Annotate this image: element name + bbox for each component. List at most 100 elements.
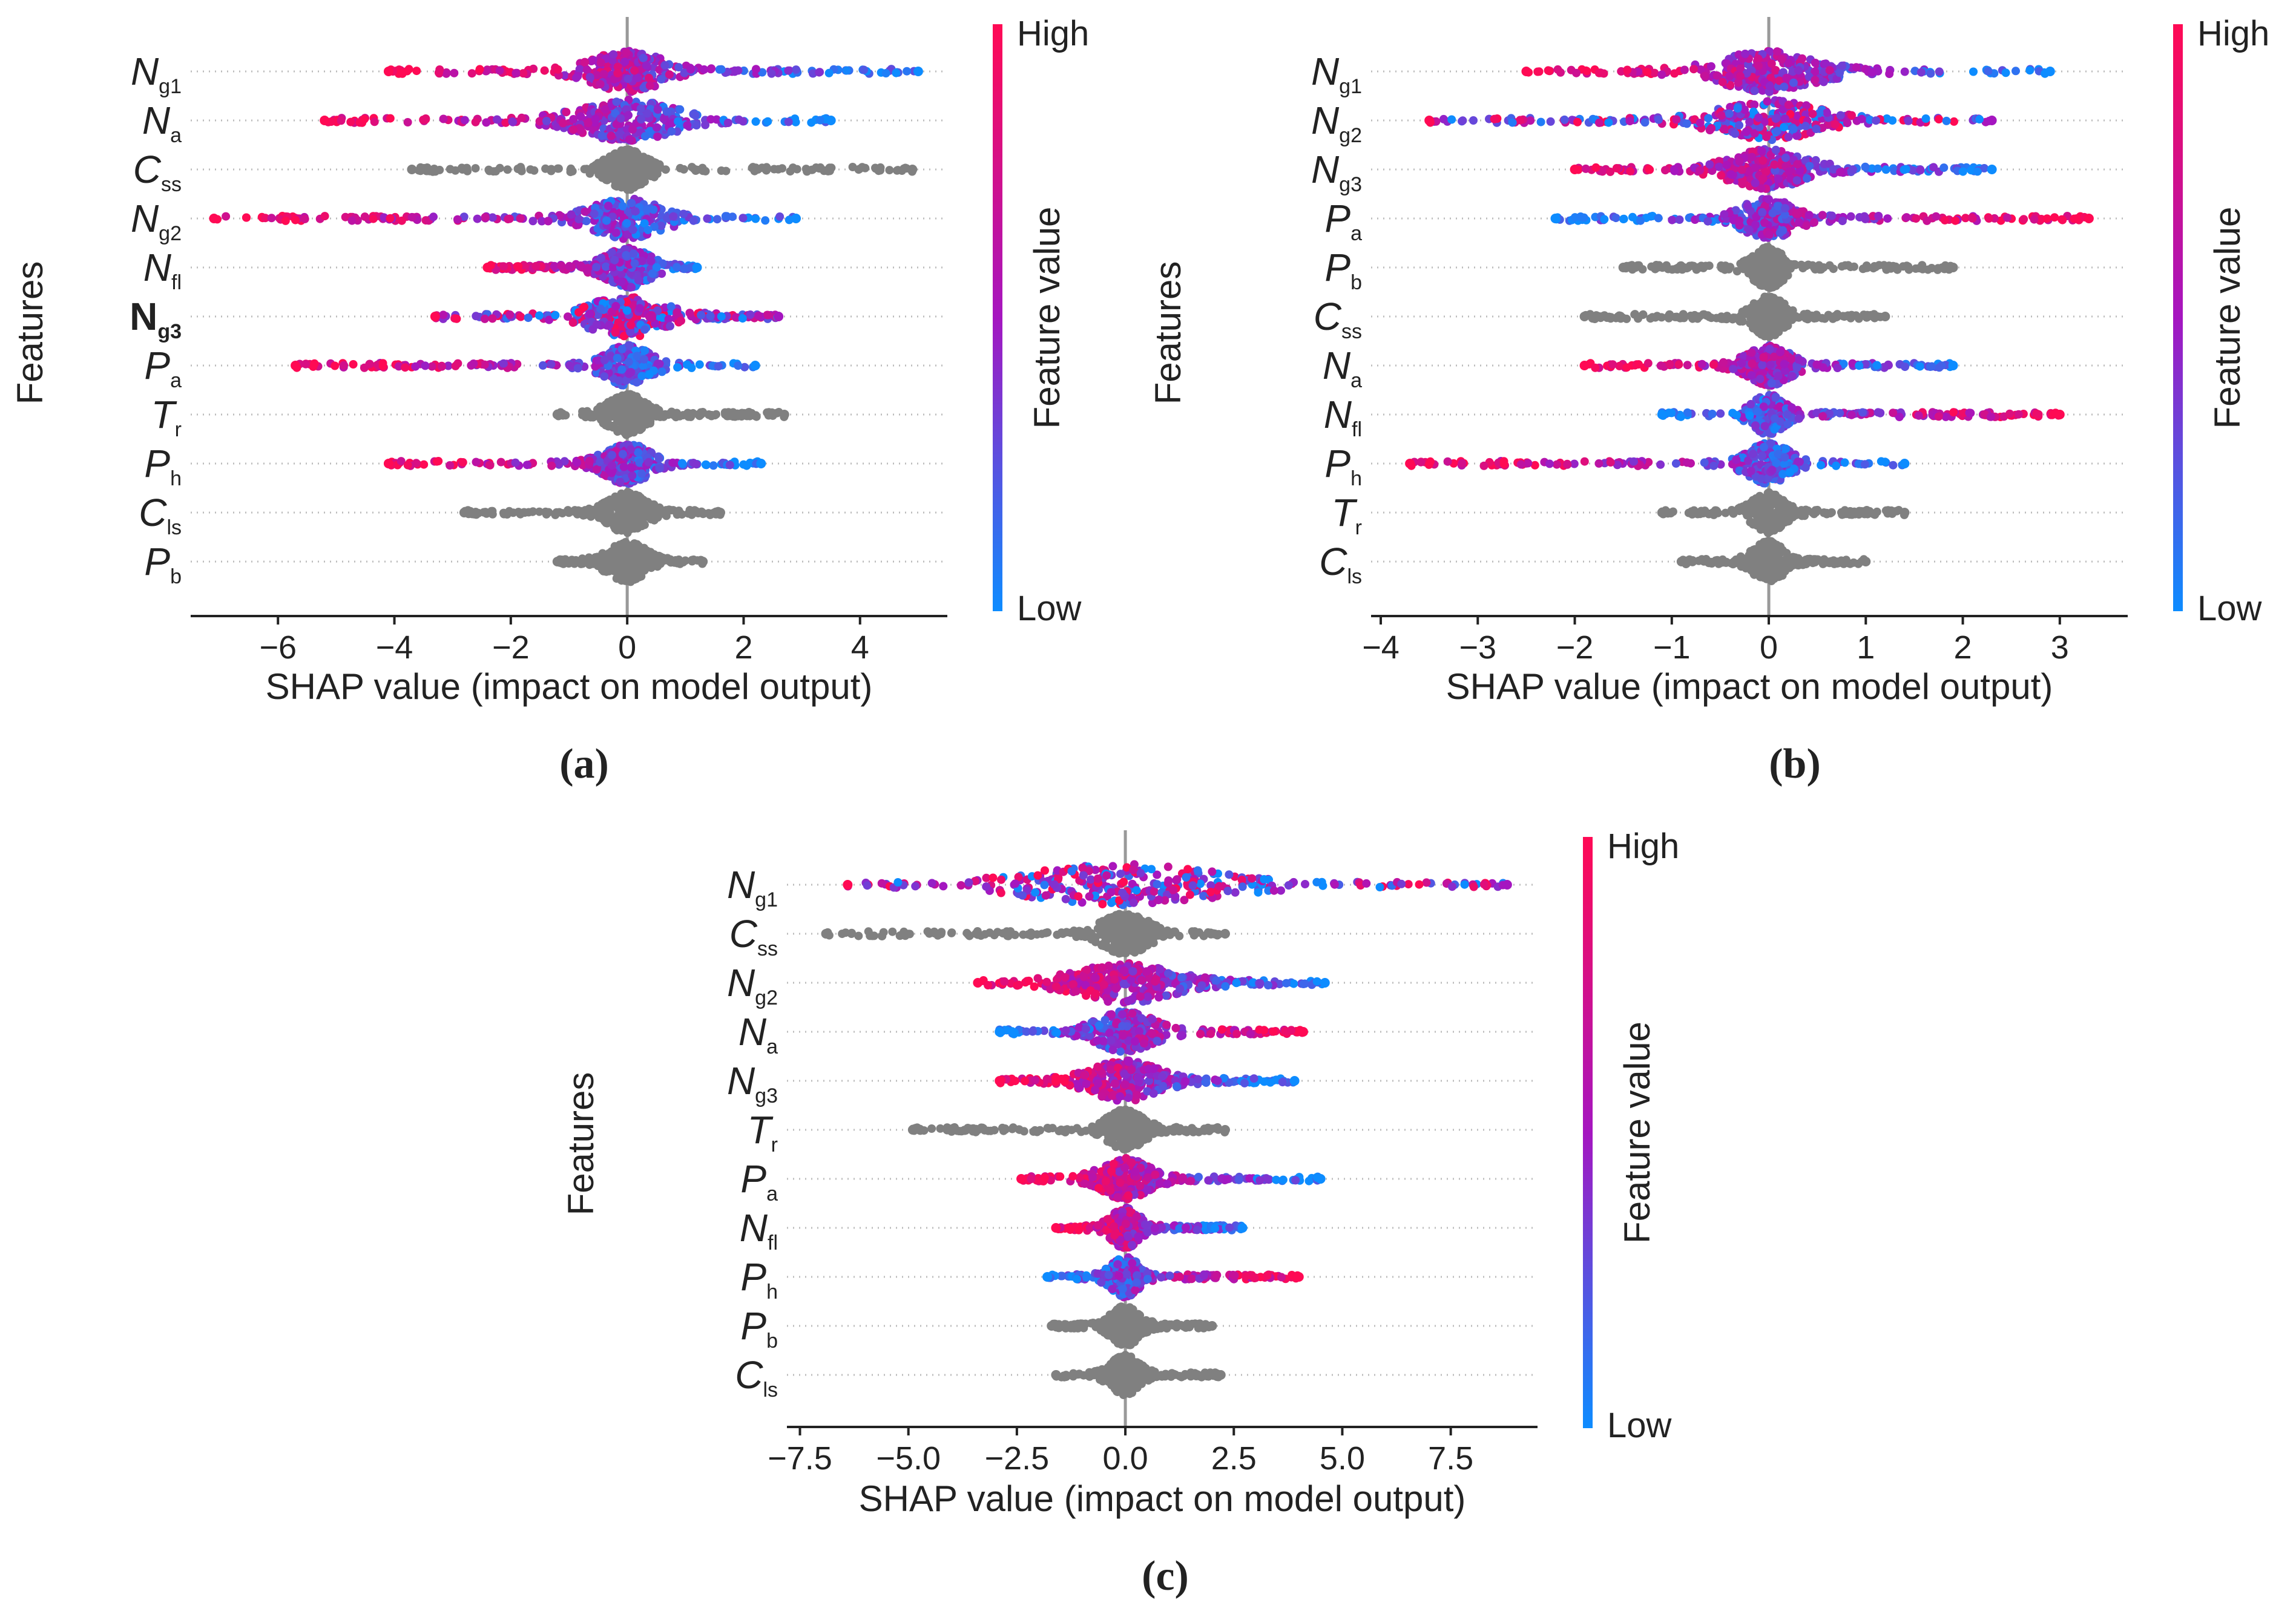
shap-point [1770, 160, 1779, 169]
shap-point [640, 504, 650, 513]
shap-point [617, 426, 626, 435]
shap-point [1758, 156, 1768, 165]
shap-point [738, 117, 748, 126]
shap-point [630, 259, 639, 268]
shap-point [411, 362, 420, 371]
shap-point [281, 216, 290, 225]
shap-point [1836, 168, 1845, 177]
shap-point [607, 131, 616, 140]
shap-point [697, 408, 705, 417]
feature-label-sub: a [1350, 222, 1362, 245]
shap-point [565, 261, 574, 271]
shap-point [646, 257, 656, 266]
shap-point [624, 358, 633, 367]
shap-point [2042, 214, 2051, 223]
shap-point [600, 105, 610, 114]
shap-point [602, 216, 611, 225]
feature-label-base: N [130, 295, 157, 338]
shap-point [600, 372, 609, 381]
shap-point [769, 165, 778, 174]
shap-point [677, 459, 686, 468]
shap-point [475, 65, 484, 74]
shap-point [640, 219, 649, 228]
shap-point [1804, 211, 1814, 220]
shap-point [479, 508, 488, 517]
shap-point [553, 164, 562, 173]
shap-point [1950, 117, 1958, 126]
shap-point [626, 327, 635, 336]
shap-point [792, 65, 801, 74]
shap-point [604, 505, 613, 514]
shap-point [547, 461, 556, 470]
shap-point [516, 214, 525, 223]
shap-point [331, 361, 340, 370]
shap-point [569, 125, 578, 134]
feature-label-base: N [131, 50, 159, 93]
shap-point [582, 165, 591, 174]
shap-point [1700, 71, 1709, 80]
shap-point [1591, 163, 1600, 172]
feature-label-base: P [144, 540, 170, 583]
shap-point [1916, 68, 1926, 77]
shap-point [403, 118, 412, 126]
shap-point [842, 66, 851, 75]
shap-point [2045, 67, 2055, 76]
shap-point [1784, 100, 1793, 110]
shap-point [602, 175, 611, 184]
shap-point [1526, 116, 1535, 125]
shap-point [499, 359, 508, 368]
feature-label-sub: r [175, 418, 182, 441]
shap-point [1774, 174, 1783, 183]
shap-point [535, 311, 544, 320]
shap-point [617, 278, 626, 287]
shap-point [644, 457, 653, 467]
shap-point [674, 63, 683, 72]
shap-point [564, 312, 572, 321]
shap-point [692, 121, 701, 130]
shap-point [1726, 170, 1735, 179]
shap-point [1560, 115, 1569, 124]
shap-point [528, 217, 538, 226]
shap-point [1751, 163, 1760, 172]
shap-point [815, 68, 824, 77]
shap-point [365, 359, 374, 369]
shap-point [1745, 117, 1754, 126]
shap-point [605, 405, 614, 415]
shap-point [622, 182, 631, 191]
shap-point [1717, 111, 1726, 120]
shap-point [360, 212, 369, 221]
shap-point [734, 361, 743, 370]
shap-point [907, 165, 918, 174]
x-tick-label: 2 [734, 629, 752, 666]
shap-point [1827, 211, 1837, 220]
shap-point [242, 213, 251, 222]
shap-point [403, 461, 412, 470]
shap-point [627, 368, 636, 377]
shap-point [611, 522, 620, 531]
shap-point [711, 411, 720, 420]
shap-point [627, 321, 636, 329]
shap-point [653, 105, 662, 114]
shap-point [592, 320, 601, 329]
shap-point [762, 166, 771, 175]
shap-point [1626, 166, 1635, 175]
shap-point [680, 264, 689, 274]
shap-point [885, 166, 894, 175]
shap-point [1775, 228, 1784, 237]
shap-point [664, 315, 673, 324]
shap-point [604, 157, 613, 166]
shap-point [1932, 212, 1941, 221]
x-tick-label: 4 [851, 629, 869, 666]
shap-point [1657, 70, 1666, 79]
shap-point [547, 166, 556, 175]
shap-point [1738, 180, 1747, 188]
shap-point [585, 73, 594, 82]
feature-label-sub: b [170, 565, 182, 588]
shap-point [632, 378, 641, 387]
shap-point [698, 163, 707, 172]
shap-point [535, 117, 544, 126]
shap-point [1902, 213, 1911, 222]
shap-point [1654, 115, 1663, 124]
shap-point [1600, 215, 1609, 224]
shap-point [340, 361, 349, 370]
